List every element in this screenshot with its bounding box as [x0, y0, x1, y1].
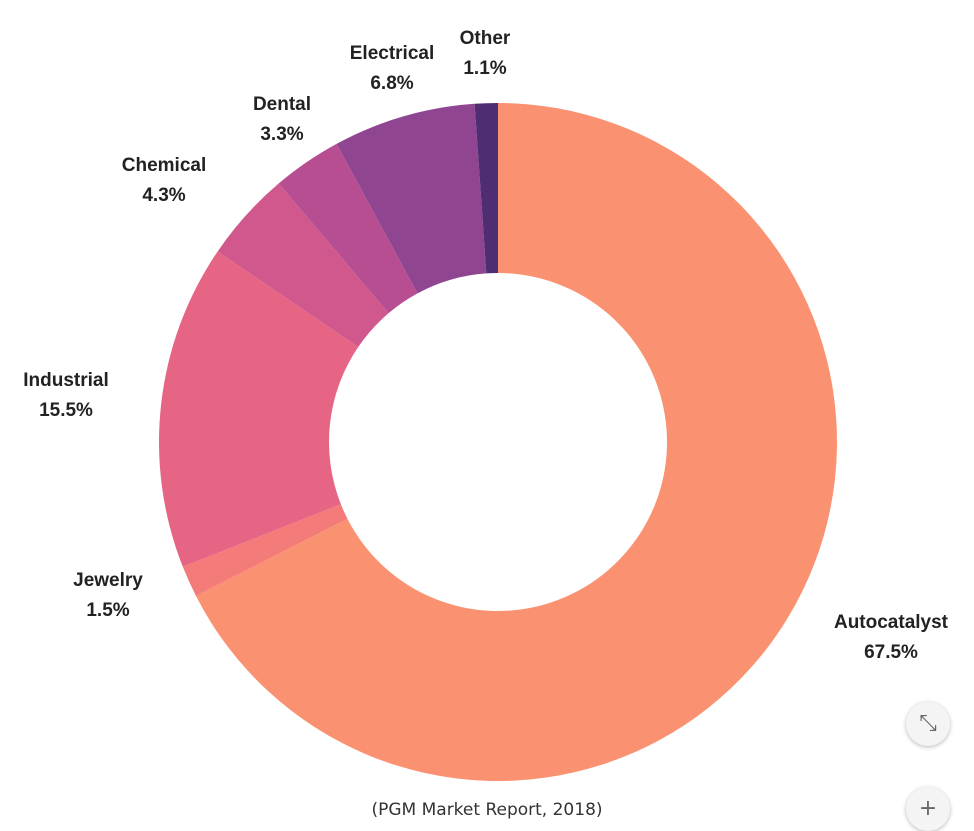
slice-value-jewelry: 1.5%: [86, 600, 129, 621]
slice-other[interactable]: [474, 103, 498, 274]
slice-label-dental: Dental: [253, 94, 311, 115]
slice-label-electrical: Electrical: [350, 43, 435, 64]
slice-value-electrical: 6.8%: [370, 73, 413, 94]
slice-industrial[interactable]: [159, 251, 359, 567]
slice-electrical[interactable]: [336, 103, 487, 294]
slice-chemical[interactable]: [217, 183, 389, 348]
slice-dental[interactable]: [278, 143, 418, 314]
collapse-icon: ⤡: [919, 711, 937, 736]
slice-value-industrial: 15.5%: [39, 400, 93, 421]
plus-icon: +: [918, 796, 938, 821]
slice-label-chemical: Chemical: [122, 155, 206, 176]
slice-value-chemical: 4.3%: [142, 185, 185, 206]
slice-label-other: Other: [460, 28, 511, 49]
collapse-button[interactable]: ⤡: [906, 702, 950, 746]
slice-label-jewelry: Jewelry: [73, 570, 143, 591]
slice-label-autocatalyst: Autocatalyst: [834, 612, 949, 633]
slice-jewelry[interactable]: [182, 504, 348, 596]
source-note: (PGM Market Report, 2018): [371, 800, 603, 820]
slice-label-industrial: Industrial: [23, 370, 109, 391]
add-button[interactable]: +: [906, 787, 950, 831]
slice-value-dental: 3.3%: [260, 124, 303, 145]
slice-value-other: 1.1%: [463, 58, 506, 79]
slice-value-autocatalyst: 67.5%: [864, 642, 918, 663]
slice-autocatalyst[interactable]: [195, 103, 838, 782]
